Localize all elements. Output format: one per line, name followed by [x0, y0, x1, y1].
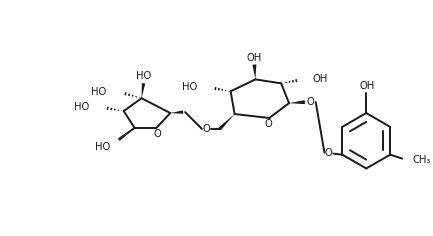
Text: OH: OH — [247, 53, 262, 63]
Polygon shape — [118, 128, 135, 141]
Text: OH: OH — [313, 74, 328, 84]
Text: O: O — [202, 124, 210, 134]
Text: HO: HO — [74, 102, 89, 112]
Text: CH₃: CH₃ — [412, 155, 430, 164]
Text: HO: HO — [136, 72, 151, 81]
Polygon shape — [219, 114, 235, 130]
Text: HO: HO — [95, 142, 110, 152]
Text: HO: HO — [182, 82, 197, 92]
Text: OH: OH — [360, 81, 375, 91]
Text: O: O — [324, 148, 332, 158]
Text: O: O — [154, 129, 161, 139]
Polygon shape — [170, 110, 183, 114]
Text: HO: HO — [90, 87, 106, 97]
Polygon shape — [289, 100, 305, 104]
Polygon shape — [142, 83, 145, 98]
Text: O: O — [265, 119, 272, 129]
Polygon shape — [252, 64, 256, 79]
Text: O: O — [307, 97, 315, 107]
